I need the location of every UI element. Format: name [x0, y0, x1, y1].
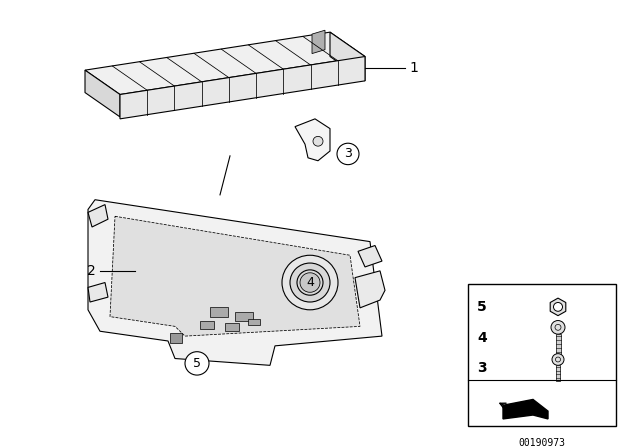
Circle shape — [282, 255, 338, 310]
Polygon shape — [120, 56, 365, 119]
Text: 5: 5 — [477, 300, 487, 314]
Polygon shape — [110, 216, 360, 336]
Polygon shape — [88, 200, 382, 365]
Circle shape — [551, 320, 565, 334]
Polygon shape — [85, 32, 365, 95]
Circle shape — [554, 302, 563, 311]
Polygon shape — [88, 283, 108, 302]
Polygon shape — [503, 400, 548, 419]
Text: 5: 5 — [193, 357, 201, 370]
Bar — [235, 312, 253, 322]
Circle shape — [337, 143, 359, 165]
Circle shape — [290, 263, 330, 302]
Polygon shape — [295, 119, 330, 161]
Text: 3: 3 — [477, 361, 487, 375]
Circle shape — [300, 273, 320, 292]
Bar — [200, 322, 214, 329]
Polygon shape — [330, 32, 365, 81]
Polygon shape — [355, 271, 385, 308]
Bar — [225, 323, 239, 331]
Bar — [556, 365, 560, 381]
Polygon shape — [550, 298, 566, 316]
Polygon shape — [358, 246, 382, 267]
Bar — [248, 319, 260, 325]
Circle shape — [552, 353, 564, 365]
Circle shape — [185, 352, 209, 375]
Bar — [210, 307, 228, 317]
Bar — [556, 334, 561, 356]
Polygon shape — [312, 30, 325, 54]
Text: 1: 1 — [409, 61, 418, 75]
Bar — [468, 284, 616, 426]
Text: 4: 4 — [306, 276, 314, 289]
Text: 00190973: 00190973 — [518, 439, 566, 448]
Text: 2: 2 — [86, 264, 95, 278]
Text: 4: 4 — [477, 331, 487, 345]
Bar — [170, 333, 182, 343]
Circle shape — [313, 136, 323, 146]
Text: 3: 3 — [344, 147, 352, 160]
Polygon shape — [85, 70, 120, 117]
Polygon shape — [88, 205, 108, 227]
